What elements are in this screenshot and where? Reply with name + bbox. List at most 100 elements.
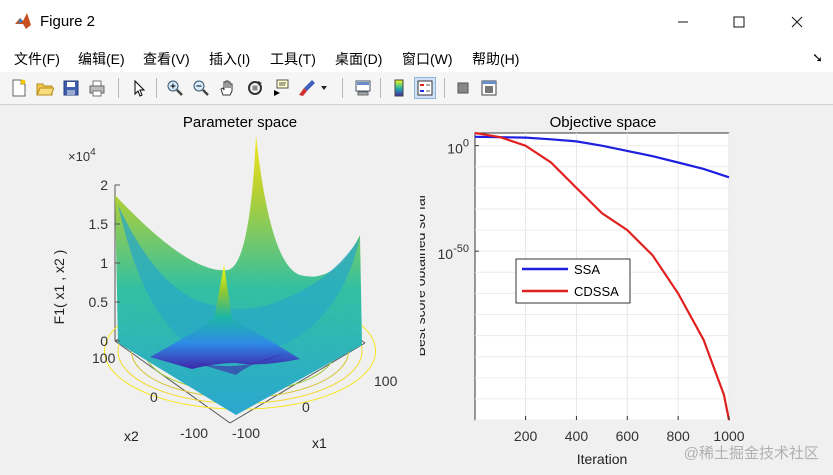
surface-bowl [118,205,360,357]
pan-button[interactable] [216,77,238,99]
series-line-ssa [474,135,730,179]
link-plot-icon [355,80,371,96]
z-axis-label: F1( x1 , x2 ) [51,250,67,325]
rotate-3d-icon [248,81,262,95]
brush-button[interactable] [296,77,318,99]
hide-plot-tools-button[interactable] [452,77,474,99]
toolbar-separator [156,78,157,98]
close-icon [791,16,803,28]
colorbar-icon [394,79,404,97]
z-tick-label: 2 [100,177,108,193]
minimize-button[interactable] [660,8,706,36]
menu-help[interactable]: 帮助(H) [472,51,520,67]
y-axis-label: Best score obtained so far [420,193,428,356]
select-button[interactable] [128,77,150,99]
maximize-button[interactable] [716,8,762,36]
parameter-space-plot[interactable]: Parameter space 0 0.5 1 1.5 2 ×104 F1( x1 , … [0,105,420,475]
legend-label-ssa: SSA [574,262,600,277]
save-button[interactable] [60,77,82,99]
hide-plot-tools-icon [457,82,469,94]
pan-hand-icon [220,80,233,96]
zoom-in-button[interactable] [164,77,186,99]
menu-insert[interactable]: 插入(I) [209,51,251,67]
zoom-in-icon [167,80,183,96]
z-exponent-label: ×104 [68,147,96,164]
x-tick-label: 200 [514,428,538,444]
colorbar-button[interactable] [388,77,410,99]
figure-toolbar [0,72,833,105]
save-icon [63,80,79,96]
new-figure-icon [12,79,26,97]
brush-icon [299,80,315,96]
y-tick-label: -100 [180,425,208,441]
z-tick-label: 0.5 [89,294,109,310]
dock-arrow-icon[interactable]: ➘ [812,50,823,65]
brush-dropdown-button[interactable] [318,77,330,99]
open-file-button[interactable] [34,77,56,99]
toolbar-separator [380,78,381,98]
legend-icon [417,80,433,96]
zoom-out-icon [193,80,209,96]
convergence-title: Objective space [550,114,657,131]
x-tick-label: 800 [666,428,690,444]
x-tick-label: 0 [302,399,310,415]
x-axis-label: Iteration [577,451,628,467]
data-cursor-icon [274,79,289,96]
matlab-icon [15,13,31,29]
y-tick-label: 0 [150,389,158,405]
close-button[interactable] [774,8,820,36]
link-plot-button[interactable] [352,77,374,99]
window-title: Figure 2 [40,13,96,30]
x-tick-label: 100 [374,373,398,389]
figure-canvas: Parameter space 0 0.5 1 1.5 2 ×104 F1( x1 , … [0,105,833,475]
menu-file[interactable]: 文件(F) [14,51,60,67]
menu-edit[interactable]: 编辑(E) [78,51,125,67]
x-axis-label: x1 [312,435,327,451]
brush-dropdown-icon [321,86,327,90]
y-tick-label: 100 [92,350,116,366]
legend-button[interactable] [414,77,436,99]
legend[interactable]: SSA CDSSA [515,258,631,304]
series-lines [474,131,731,421]
title-bar: Figure 2 [0,0,833,42]
watermark: @稀土掘金技术社区 [683,445,819,462]
maximize-icon [733,16,745,28]
z-axis-ticks: 0 0.5 1 1.5 2 [89,177,120,349]
x-axis-ticks: 200 400 600 800 1000 [514,416,745,444]
toolbar-separator [118,78,119,98]
y-axis-ticks: 100 10-50 [438,138,479,262]
objective-space-plot[interactable]: Objective space 200 400 600 800 1000 100 10-5… [420,105,833,475]
z-tick-label: 1.5 [89,216,109,232]
toolbar-separator [444,78,445,98]
print-icon [89,80,105,97]
menu-view[interactable]: 查看(V) [143,51,190,67]
x-tick-label: 1000 [713,428,744,444]
surface-title: Parameter space [183,114,297,131]
x-tick-label: -100 [232,425,260,441]
menu-window[interactable]: 窗口(W) [402,51,453,67]
x-tick-label: 400 [565,428,589,444]
rotate-3d-button[interactable] [244,77,266,99]
show-plot-tools-icon [481,80,497,96]
y-tick-label: 100 [447,138,469,157]
menu-bar: 文件(F) 编辑(E) 查看(V) 插入(I) 工具(T) 桌面(D) 窗口(W… [0,42,833,72]
y-axis-label: x2 [124,428,139,444]
data-cursor-button[interactable] [270,77,292,99]
x-tick-label: 600 [616,428,640,444]
legend-label-cdssa: CDSSA [574,284,619,299]
legend-box [515,258,631,304]
print-button[interactable] [86,77,108,99]
show-plot-tools-button[interactable] [478,77,500,99]
toolbar-separator [342,78,343,98]
series-line-cdssa [474,131,731,421]
menu-desktop[interactable]: 桌面(D) [335,51,383,67]
z-tick-label: 1 [100,255,108,271]
surface-front-peak [150,265,300,369]
surface-floor-shadow [185,353,285,375]
minimize-icon [678,21,688,23]
zoom-out-button[interactable] [190,77,212,99]
new-figure-button[interactable] [8,77,30,99]
menu-tools[interactable]: 工具(T) [270,51,316,67]
z-tick-label: 0 [100,333,108,349]
y-tick-label: 10-50 [438,243,469,262]
